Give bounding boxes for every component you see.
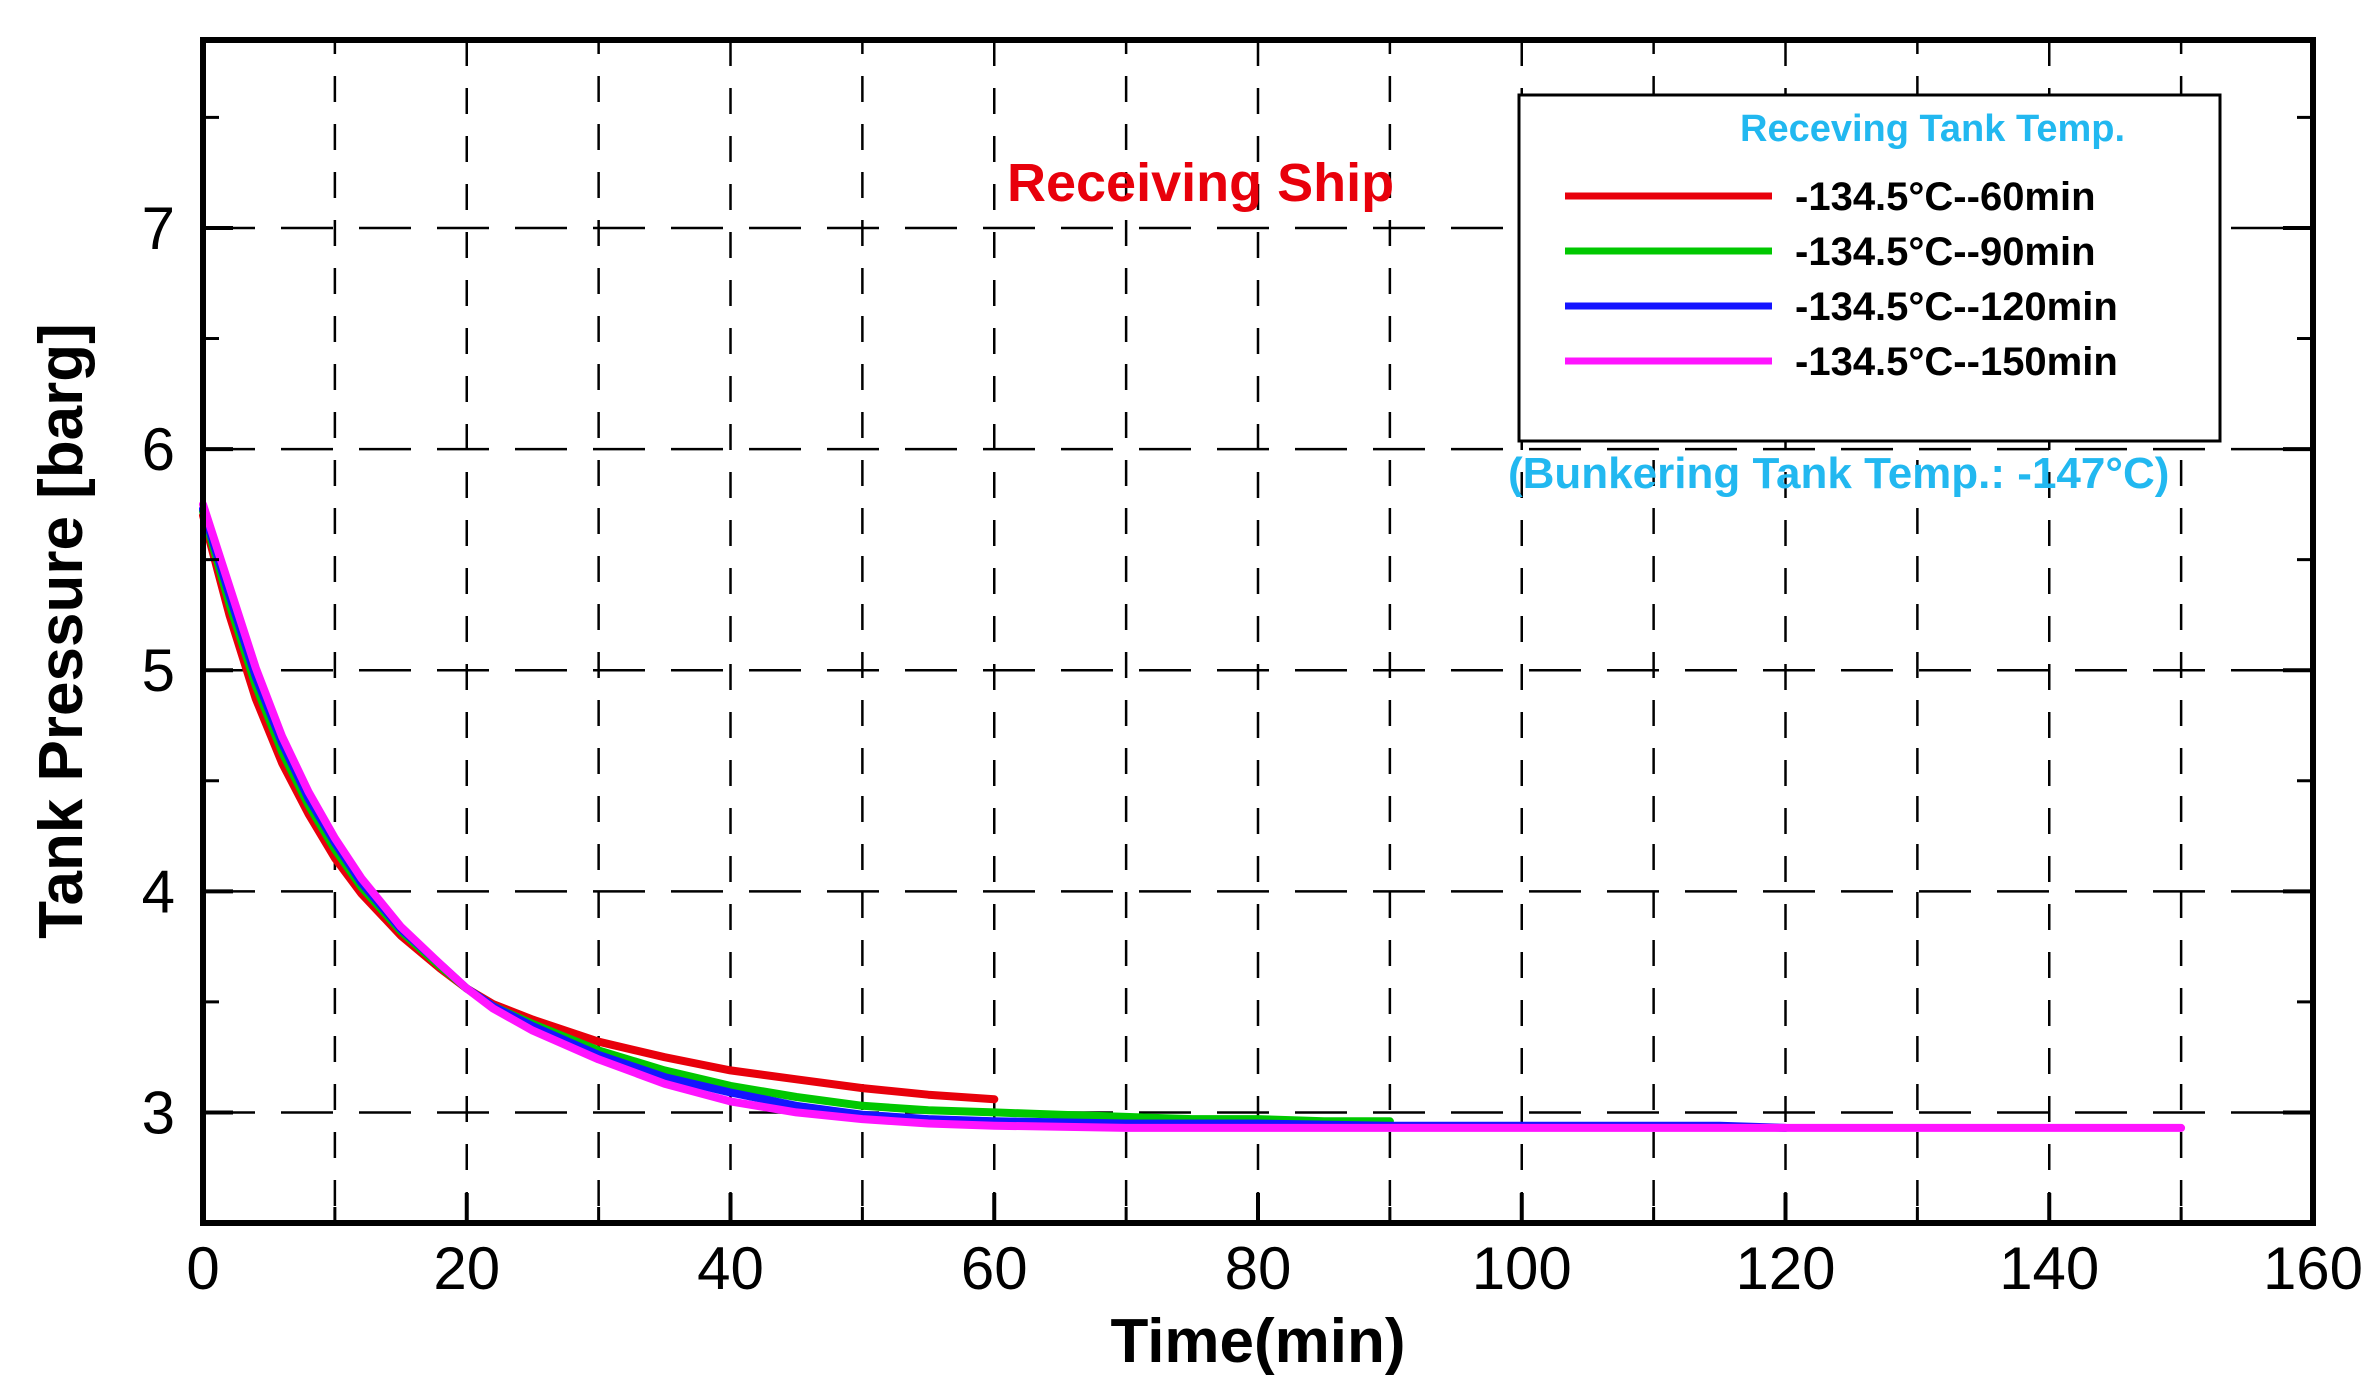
series-layer <box>199 500 2186 1132</box>
x-axis-title: Time(min) <box>1110 1307 1405 1376</box>
bunkering-temp-annotation: (Bunkering Tank Temp.: -147°C) <box>1508 449 2169 498</box>
x-tick-label: 120 <box>1735 1235 1835 1302</box>
x-tick-label: 140 <box>1999 1235 2099 1302</box>
tick-layer: 0 20 40 60 80 100 120 140 160 3 4 5 6 7 <box>142 115 2363 1302</box>
x-tick-label: 0 <box>186 1235 219 1302</box>
legend-title: Receving Tank Temp. <box>1740 108 2125 150</box>
y-tick-label: 6 <box>142 416 175 483</box>
legend-label-3: -134.5°C--120min <box>1795 285 2118 329</box>
y-tick-label: 5 <box>142 637 175 704</box>
legend-label-1: -134.5°C--60min <box>1795 175 2096 219</box>
receiving-ship-annotation: Receiving Ship <box>1007 153 1394 213</box>
legend: Receving Tank Temp. -134.5°C--60min -134.… <box>1517 93 2222 443</box>
y-tick-label: 4 <box>142 858 175 925</box>
legend-box <box>1517 93 2222 443</box>
x-tick-label: 40 <box>697 1235 764 1302</box>
x-tick-label: 80 <box>1225 1235 1292 1302</box>
x-tick-label: 60 <box>961 1235 1028 1302</box>
legend-label-4: -134.5°C--150min <box>1795 340 2118 384</box>
series-line-2 <box>199 507 1394 1126</box>
x-tick-label: 20 <box>433 1235 500 1302</box>
y-tick-label: 7 <box>142 195 175 262</box>
x-tick-label: 100 <box>1472 1235 1572 1302</box>
legend-label-2: -134.5°C--90min <box>1795 230 2096 274</box>
x-tick-label: 160 <box>2263 1235 2363 1302</box>
y-axis-title: Tank Pressure [barg] <box>27 323 96 939</box>
y-tick-label: 3 <box>142 1079 175 1146</box>
series-line-4 <box>199 500 2186 1132</box>
